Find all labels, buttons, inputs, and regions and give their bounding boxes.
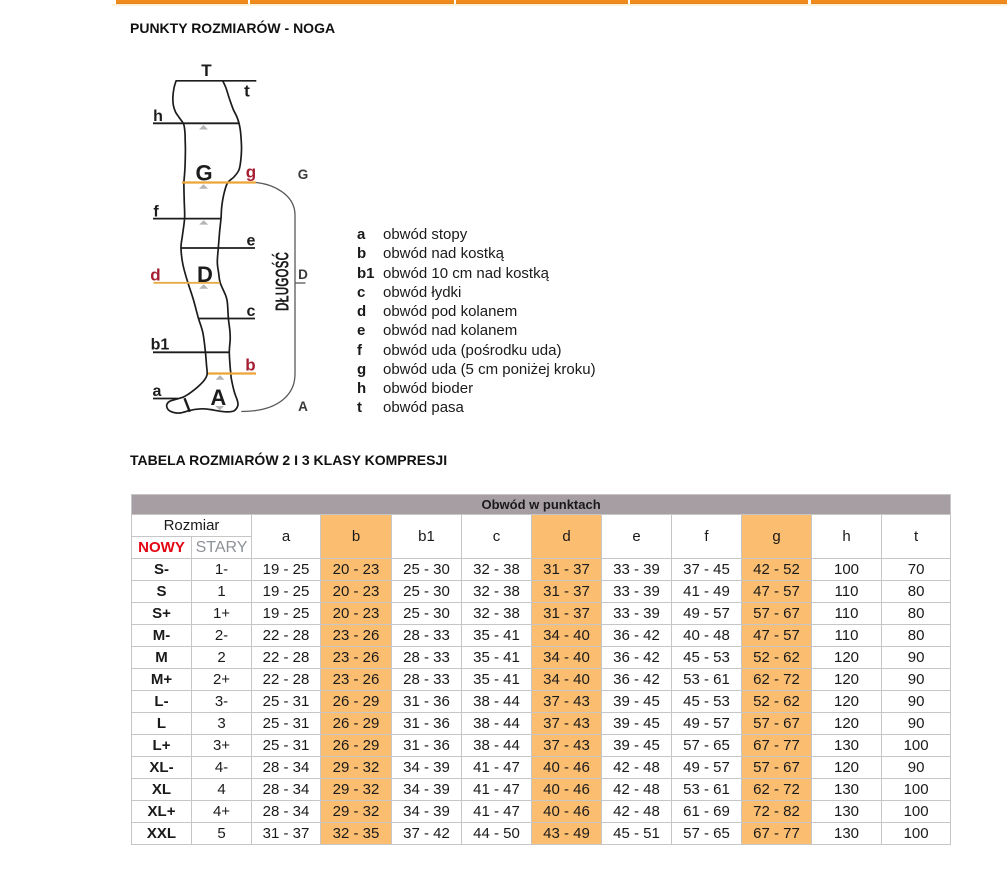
svg-text:D: D (298, 267, 308, 282)
svg-text:a: a (153, 383, 162, 400)
svg-text:G: G (298, 167, 309, 182)
svg-text:A: A (210, 385, 226, 410)
svg-text:DŁUGOŚĆ: DŁUGOŚĆ (272, 252, 293, 311)
svg-text:c: c (247, 303, 256, 320)
svg-text:T: T (201, 61, 212, 80)
svg-text:G: G (195, 160, 212, 185)
svg-text:e: e (247, 232, 256, 249)
svg-text:b1: b1 (151, 337, 170, 354)
svg-text:h: h (153, 108, 163, 125)
svg-text:A: A (298, 399, 308, 414)
svg-text:t: t (244, 82, 250, 101)
svg-text:f: f (153, 204, 159, 221)
svg-text:b: b (245, 356, 255, 375)
svg-text:d: d (150, 266, 160, 285)
svg-text:D: D (197, 262, 213, 287)
svg-text:g: g (246, 163, 256, 182)
